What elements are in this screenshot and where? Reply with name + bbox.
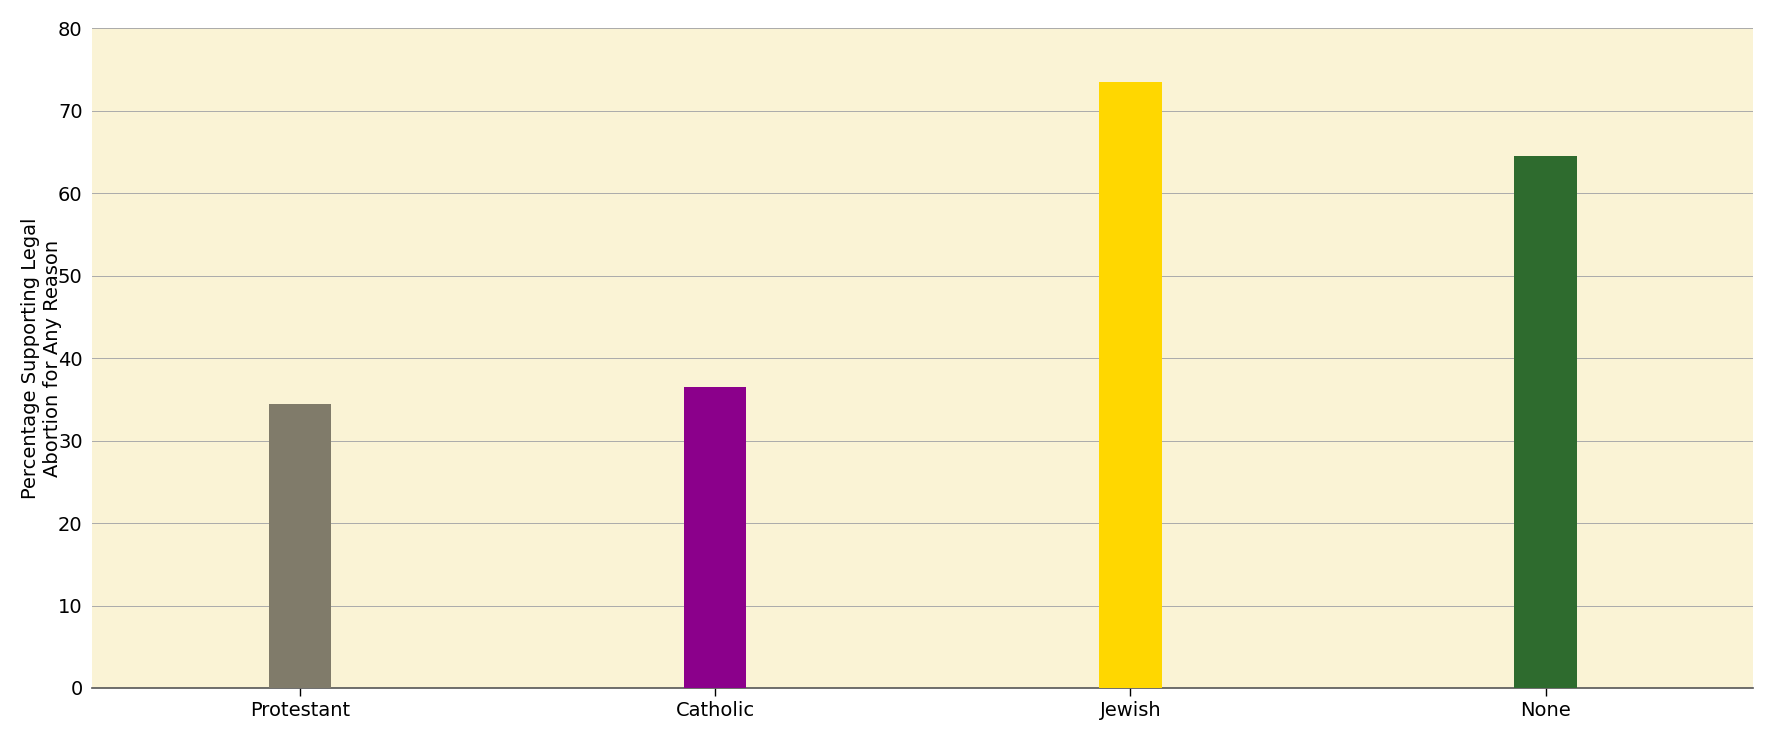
Bar: [1099, 82, 1161, 688]
Bar: [684, 387, 746, 688]
Bar: [269, 404, 332, 688]
Y-axis label: Percentage Supporting Legal
Abortion for Any Reason: Percentage Supporting Legal Abortion for…: [21, 217, 62, 499]
Bar: [1514, 156, 1576, 688]
